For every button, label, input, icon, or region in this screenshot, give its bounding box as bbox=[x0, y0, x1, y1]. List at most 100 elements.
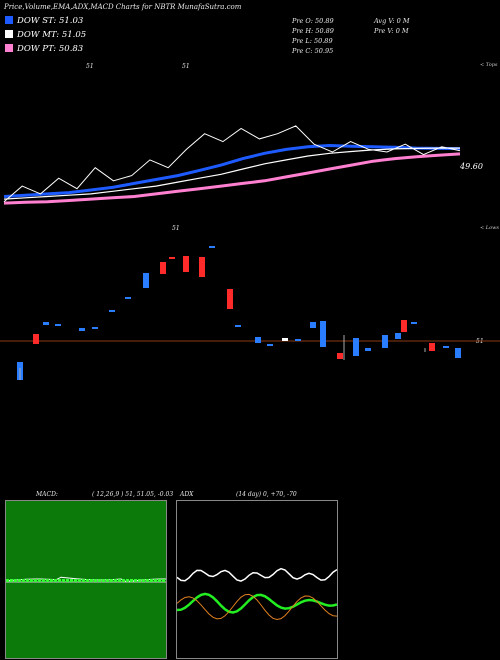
macd-hist-24 bbox=[102, 579, 105, 582]
adx-panel bbox=[176, 500, 338, 659]
macd-hist-3 bbox=[18, 579, 21, 582]
candle-25 bbox=[382, 335, 388, 348]
macd-hist-5 bbox=[26, 579, 29, 582]
candle-24 bbox=[365, 348, 371, 351]
ema-series-0 bbox=[3, 143, 461, 198]
legend-dow-pt: DOW PT: 50.83 bbox=[5, 44, 83, 54]
candle-26 bbox=[395, 333, 401, 339]
adx-line bbox=[177, 567, 337, 582]
macd-hist-14 bbox=[62, 579, 65, 582]
macd-hist-6 bbox=[30, 579, 33, 582]
macd-hist-21 bbox=[90, 579, 93, 582]
legend-swatch-mt bbox=[5, 30, 13, 38]
candle-16 bbox=[255, 337, 261, 343]
candle-14 bbox=[227, 289, 233, 309]
legend-dow-mt: DOW MT: 51.05 bbox=[5, 30, 86, 40]
lows-label: < Lows bbox=[480, 225, 499, 231]
candle-2 bbox=[43, 322, 49, 325]
macd-hist-17 bbox=[74, 579, 77, 582]
macd-params: ( 12,26,9 ) 51, 51.05, -0.03 bbox=[92, 491, 174, 498]
legend-label-mt: DOW MT: 51.05 bbox=[17, 30, 87, 40]
legend-swatch-pt bbox=[5, 44, 13, 52]
macd-hist-0 bbox=[6, 579, 9, 582]
macd-hist-31 bbox=[130, 579, 133, 582]
macd-hist-19 bbox=[82, 579, 85, 582]
macd-hist-28 bbox=[118, 579, 121, 582]
macd-label: MACD: bbox=[36, 491, 58, 498]
candle-29 bbox=[429, 343, 435, 351]
candle-30 bbox=[443, 346, 449, 348]
candle-31 bbox=[455, 348, 461, 358]
macd-hist-38 bbox=[158, 579, 161, 582]
macd-panel bbox=[5, 500, 167, 659]
macd-hist-35 bbox=[146, 579, 149, 582]
quote-low: Pre L: 50.89 bbox=[292, 37, 333, 45]
candle-27 bbox=[401, 320, 407, 332]
macd-hist-20 bbox=[86, 579, 89, 582]
macd-hist-8 bbox=[38, 579, 41, 582]
price-line bbox=[3, 125, 461, 203]
candle-5 bbox=[92, 327, 98, 329]
macd-hist-34 bbox=[142, 579, 145, 582]
macd-hist-13 bbox=[58, 579, 61, 582]
minus-di-line bbox=[177, 593, 337, 621]
price-chart bbox=[0, 125, 500, 380]
ema-series-2 bbox=[3, 152, 461, 205]
candle-1 bbox=[33, 334, 39, 344]
price-mark-3: 51 bbox=[172, 225, 180, 232]
quote-pre-volume: Pre V: 0 M bbox=[374, 27, 409, 35]
candle-22 bbox=[337, 353, 343, 359]
candle-15 bbox=[235, 325, 241, 327]
candles bbox=[17, 246, 461, 380]
macd-hist-30 bbox=[126, 579, 129, 582]
candle-23 bbox=[353, 338, 359, 356]
macd-hist-25 bbox=[106, 579, 109, 582]
quote-avg-volume: Avg V: 0 M bbox=[374, 17, 410, 25]
candle-8 bbox=[143, 273, 149, 288]
macd-hist-32 bbox=[134, 579, 137, 582]
ema-series-1 bbox=[3, 147, 460, 200]
macd-hist-29 bbox=[122, 579, 125, 582]
legend-label-pt: DOW PT: 50.83 bbox=[17, 44, 84, 54]
quote-close: Pre C: 50.95 bbox=[292, 47, 334, 55]
candle-4 bbox=[79, 328, 85, 331]
macd-hist-7 bbox=[34, 579, 37, 582]
legend-swatch-st bbox=[5, 16, 13, 24]
macd-hist-33 bbox=[138, 579, 141, 582]
legend-label-st: DOW ST: 51.03 bbox=[17, 16, 84, 26]
candle-11 bbox=[183, 256, 189, 272]
macd-hist-11 bbox=[50, 579, 53, 582]
candle-17 bbox=[267, 344, 273, 346]
macd-hist-15 bbox=[66, 579, 69, 582]
macd-hist-36 bbox=[150, 579, 153, 582]
ema-lines bbox=[3, 143, 461, 205]
macd-hist-22 bbox=[94, 579, 97, 582]
adx-params: (14 day) 0, +70, -70 bbox=[236, 491, 297, 498]
macd-hist-26 bbox=[110, 579, 113, 582]
macd-hist-4 bbox=[22, 579, 25, 582]
price-mark-2: 51 bbox=[182, 63, 190, 70]
tops-label: < Tops bbox=[480, 62, 498, 68]
candle-3 bbox=[55, 324, 61, 326]
candle-9 bbox=[160, 262, 166, 274]
candle-20 bbox=[310, 322, 316, 328]
quote-high: Pre H: 50.89 bbox=[292, 27, 334, 35]
macd-plot bbox=[6, 576, 166, 583]
macd-hist-9 bbox=[42, 579, 45, 582]
macd-hist-2 bbox=[14, 579, 17, 582]
macd-hist-1 bbox=[10, 579, 13, 582]
price-mark-1: 51 bbox=[86, 63, 94, 70]
macd-hist-16 bbox=[70, 579, 73, 582]
candle-28 bbox=[411, 322, 417, 324]
macd-hist-39 bbox=[162, 579, 165, 582]
adx-label: ADX bbox=[180, 491, 194, 498]
macd-hist-37 bbox=[154, 579, 157, 582]
candle-18 bbox=[282, 338, 288, 341]
price-series bbox=[3, 125, 461, 203]
candle-10 bbox=[169, 257, 175, 259]
candle-21 bbox=[320, 321, 326, 347]
candle-13 bbox=[209, 246, 215, 248]
candle-19 bbox=[295, 339, 301, 341]
candle-6 bbox=[109, 310, 115, 312]
chart-title: Price,Volume,EMA,ADX,MACD Charts for NBT… bbox=[4, 3, 242, 11]
